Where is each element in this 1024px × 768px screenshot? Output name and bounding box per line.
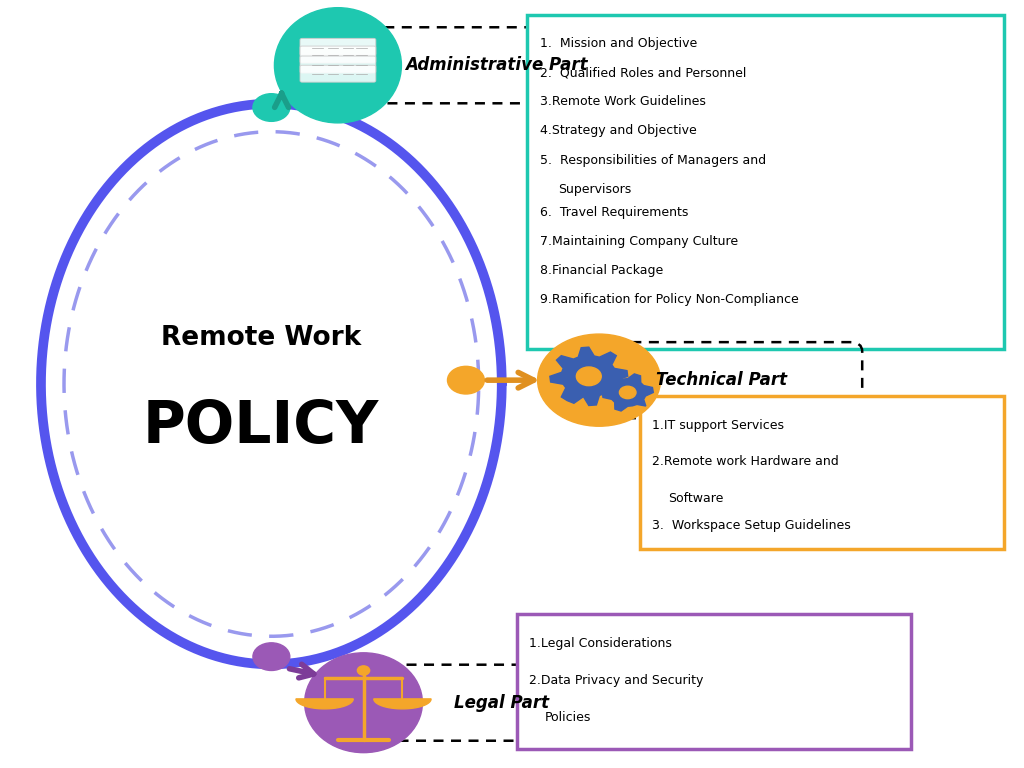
Polygon shape [602,374,653,411]
Circle shape [253,94,290,121]
Text: 1.Legal Considerations: 1.Legal Considerations [529,637,673,650]
FancyBboxPatch shape [300,65,376,82]
Circle shape [620,386,636,399]
Text: 4.Strategy and Objective: 4.Strategy and Objective [540,124,696,137]
Text: Technical Part: Technical Part [656,371,787,389]
Text: 2.Remote work Hardware and: 2.Remote work Hardware and [652,455,839,468]
Ellipse shape [274,8,401,123]
Text: 7.Maintaining Company Culture: 7.Maintaining Company Culture [540,235,737,248]
Text: Legal Part: Legal Part [455,694,549,712]
Text: 3.Remote Work Guidelines: 3.Remote Work Guidelines [540,95,706,108]
Circle shape [577,367,601,386]
Circle shape [447,366,484,394]
Polygon shape [550,347,628,406]
Text: Remote Work: Remote Work [161,325,361,351]
FancyBboxPatch shape [517,614,911,749]
FancyBboxPatch shape [640,396,1004,549]
Text: 1.  Mission and Objective: 1. Mission and Objective [540,37,697,50]
Text: 3.  Workspace Setup Guidelines: 3. Workspace Setup Guidelines [652,519,851,532]
Polygon shape [374,699,431,709]
Text: 2.Data Privacy and Security: 2.Data Privacy and Security [529,674,703,687]
Circle shape [253,643,290,670]
Text: 8.Financial Package: 8.Financial Package [540,264,663,277]
Polygon shape [296,699,353,709]
Text: 1.IT support Services: 1.IT support Services [652,419,784,432]
Text: 6.  Travel Requirements: 6. Travel Requirements [540,206,688,219]
Text: 9.Ramification for Policy Non-Compliance: 9.Ramification for Policy Non-Compliance [540,293,799,306]
Ellipse shape [538,334,660,426]
Text: Supervisors: Supervisors [558,183,632,196]
FancyBboxPatch shape [300,38,376,55]
Text: Software: Software [668,492,723,505]
Ellipse shape [305,653,422,753]
Circle shape [357,666,370,675]
Text: Administrative Part: Administrative Part [406,56,588,74]
Text: POLICY: POLICY [143,398,379,455]
FancyBboxPatch shape [300,56,376,73]
FancyBboxPatch shape [527,15,1004,349]
Text: 2.  Qualified Roles and Personnel: 2. Qualified Roles and Personnel [540,66,746,79]
Text: 5.  Responsibilities of Managers and: 5. Responsibilities of Managers and [540,154,766,167]
FancyBboxPatch shape [300,46,376,63]
Text: Policies: Policies [545,711,591,724]
